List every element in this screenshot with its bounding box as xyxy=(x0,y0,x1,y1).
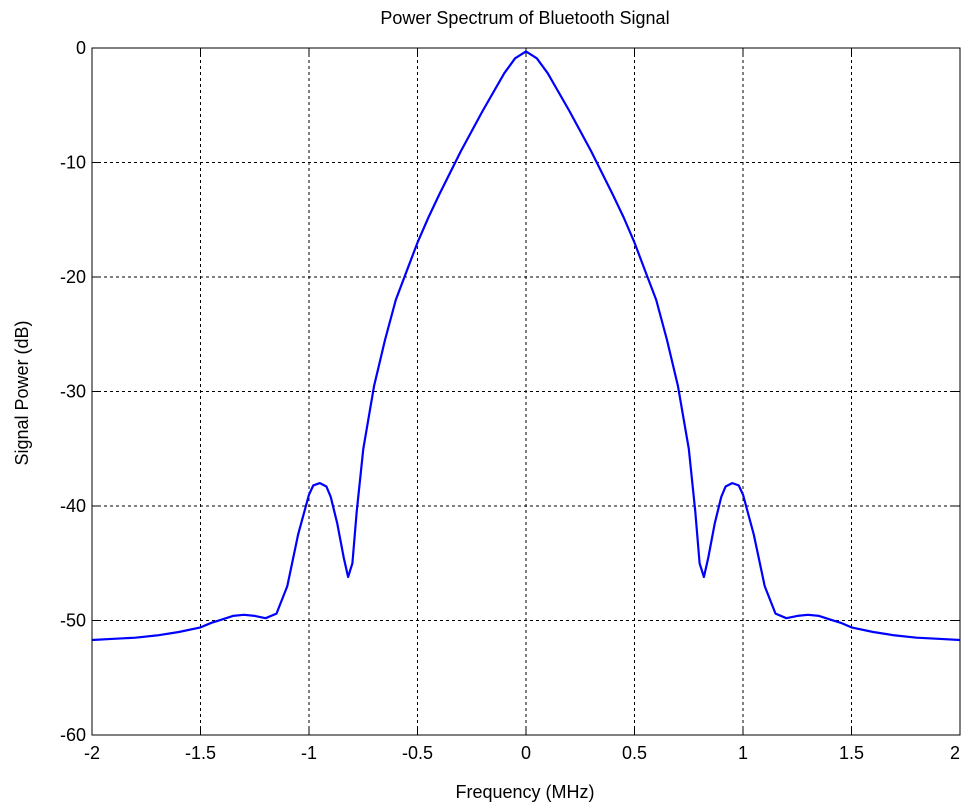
y-tick-label: -40 xyxy=(60,496,86,516)
grid-lines xyxy=(92,48,960,735)
series-group xyxy=(91,50,961,642)
x-tick-label: 1 xyxy=(738,743,748,763)
y-tick-label: -10 xyxy=(60,153,86,173)
x-tick-label: 1.5 xyxy=(839,743,864,763)
y-tick-labels: 0 -10 -20 -30 -40 -50 -60 xyxy=(60,38,86,745)
chart-title: Power Spectrum of Bluetooth Signal xyxy=(380,8,669,28)
y-axis-label: Signal Power (dB) xyxy=(12,320,32,465)
x-tick-labels: -2 -1.5 -1 -0.5 0 0.5 1 1.5 2 xyxy=(84,743,960,763)
x-tick-label: -1 xyxy=(301,743,317,763)
x-tick-label: -2 xyxy=(84,743,100,763)
x-axis-label: Frequency (MHz) xyxy=(455,782,594,802)
spectrum-line xyxy=(91,50,961,642)
y-tick-label: 0 xyxy=(76,38,86,58)
y-tick-label: -30 xyxy=(60,382,86,402)
plot-frame xyxy=(91,47,961,736)
x-tick-label: 0.5 xyxy=(622,743,647,763)
x-tick-label: -1.5 xyxy=(185,743,216,763)
x-tick-label: 0 xyxy=(521,743,531,763)
y-tick-label: -50 xyxy=(60,611,86,631)
y-tick-label: -60 xyxy=(60,725,86,745)
y-tick-label: -20 xyxy=(60,267,86,287)
x-tick-label: -0.5 xyxy=(402,743,433,763)
x-tick-label: 2 xyxy=(950,743,960,763)
